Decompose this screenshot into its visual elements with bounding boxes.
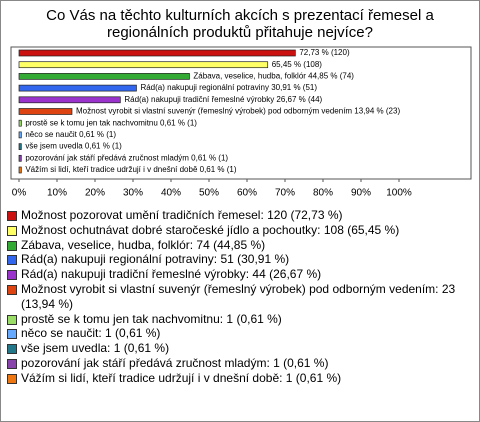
value-label: pozorování jak stáří předává zručnost ml… xyxy=(25,153,228,162)
bar xyxy=(18,108,73,115)
legend-label: vše jsem uvedla: 1 (0,61 %) xyxy=(21,341,170,356)
legend-swatch xyxy=(7,255,17,266)
legend-label: Rád(a) nakupuji regionální potraviny: 51… xyxy=(21,252,290,267)
legend-item: Možnost ochutnávat dobré staročeské jídl… xyxy=(7,223,473,238)
x-tick-label: 10% xyxy=(47,188,67,199)
legend-swatch xyxy=(7,344,17,355)
value-label: Zábava, veselice, hudba, folklór 44,85 %… xyxy=(193,72,354,81)
value-label: Rád(a) nakupuji tradiční řemeslné výrobk… xyxy=(124,95,322,104)
x-tick-label: 60% xyxy=(237,188,257,199)
legend-swatch xyxy=(7,240,17,251)
bar xyxy=(18,49,296,57)
bar xyxy=(18,96,121,104)
bar xyxy=(18,154,22,162)
legend-swatch xyxy=(7,211,17,221)
legend-item: Možnost vyrobit si vlastní suvenýr (řeme… xyxy=(7,282,473,312)
legend-swatch xyxy=(7,270,17,281)
legend-item: vše jsem uvedla: 1 (0,61 %) xyxy=(7,341,473,356)
bar xyxy=(18,61,269,69)
x-tick-label: 30% xyxy=(123,188,143,199)
bar xyxy=(18,84,137,92)
value-label: Možnost vyrobit si vlastní suvenýr (řeme… xyxy=(76,107,400,116)
legend-swatch xyxy=(7,314,17,325)
legend-label: něco se naučit: 1 (0,61 %) xyxy=(21,326,161,341)
x-tick-label: 0% xyxy=(12,188,27,199)
legend-swatch xyxy=(7,284,17,295)
bar xyxy=(18,73,190,80)
legend-item: Rád(a) nakupuji tradiční řemeslné výrobk… xyxy=(7,267,473,282)
value-label: 72,73 % (120) xyxy=(299,48,350,57)
legend-item: něco se naučit: 1 (0,61 %) xyxy=(7,326,473,341)
legend-item: Vážím si lidí, kteří tradice udržují i v… xyxy=(7,371,473,386)
legend-item: pozorování jak stáří předává zručnost ml… xyxy=(7,356,473,371)
bar xyxy=(18,119,22,127)
legend-swatch xyxy=(7,373,17,384)
legend-item: Možnost pozorovat umění tradičních řemes… xyxy=(7,208,473,223)
bar xyxy=(18,143,22,150)
legend-swatch xyxy=(7,225,17,236)
legend-label: Možnost ochutnávat dobré staročeské jídl… xyxy=(21,222,400,237)
chart-title: Co Vás na těchto kulturních akcích s pre… xyxy=(46,7,434,41)
value-label: vše jsem uvedla 0,61 % (1) xyxy=(25,142,122,151)
legend-label: Možnost pozorovat umění tradičních řemes… xyxy=(21,208,343,222)
legend-label: Zábava, veselice, hudba, folklór: 74 (44… xyxy=(21,237,266,252)
value-label: Rád(a) nakupuji regionální potraviny 30,… xyxy=(140,83,317,92)
legend-item: Zábava, veselice, hudba, folklór: 74 (44… xyxy=(7,238,473,253)
bar xyxy=(18,166,22,174)
x-tick-label: 20% xyxy=(85,188,105,199)
value-label: 65,45 % (108) xyxy=(272,60,323,69)
legend-swatch xyxy=(7,358,17,369)
value-label: prostě se k tomu jen tak nachvomitnu 0,6… xyxy=(25,118,197,127)
legend-item: prostě se k tomu jen tak nachvomitnu: 1 … xyxy=(7,312,473,327)
legend-item: Rád(a) nakupuji regionální potraviny: 51… xyxy=(7,252,473,267)
chart: 0% 10% 20% 30% 40% 50% 60% 70% 80% 90% 100% 72,73 %… xyxy=(10,46,472,199)
legend-swatch xyxy=(7,329,17,340)
legend-label: pozorování jak stáří předává zručnost ml… xyxy=(21,355,329,370)
legend-label: prostě se k tomu jen tak nachvomitnu: 1 … xyxy=(21,311,282,326)
x-tick-label: 90% xyxy=(351,188,371,199)
bar xyxy=(18,131,22,139)
legend-label: Vážím si lidí, kteří tradice udržují i v… xyxy=(21,370,342,385)
legend-label: Rád(a) nakupuji tradiční řemeslné výrobk… xyxy=(21,267,322,282)
x-tick-label: 100% xyxy=(386,188,412,199)
x-tick-label: 40% xyxy=(161,188,181,199)
x-tick-label: 50% xyxy=(199,188,219,199)
x-tick-label: 70% xyxy=(275,188,295,199)
value-label: Vážím si lidí, kteří tradice udržují i v… xyxy=(25,165,237,174)
plot-frame xyxy=(10,46,472,180)
x-tick-label: 80% xyxy=(313,188,333,199)
value-label: něco se naučit 0,61 % (1) xyxy=(25,130,116,139)
legend: Možnost pozorovat umění tradičních řemes… xyxy=(7,208,473,386)
legend-label: Možnost vyrobit si vlastní suvenýr (řeme… xyxy=(21,281,456,311)
